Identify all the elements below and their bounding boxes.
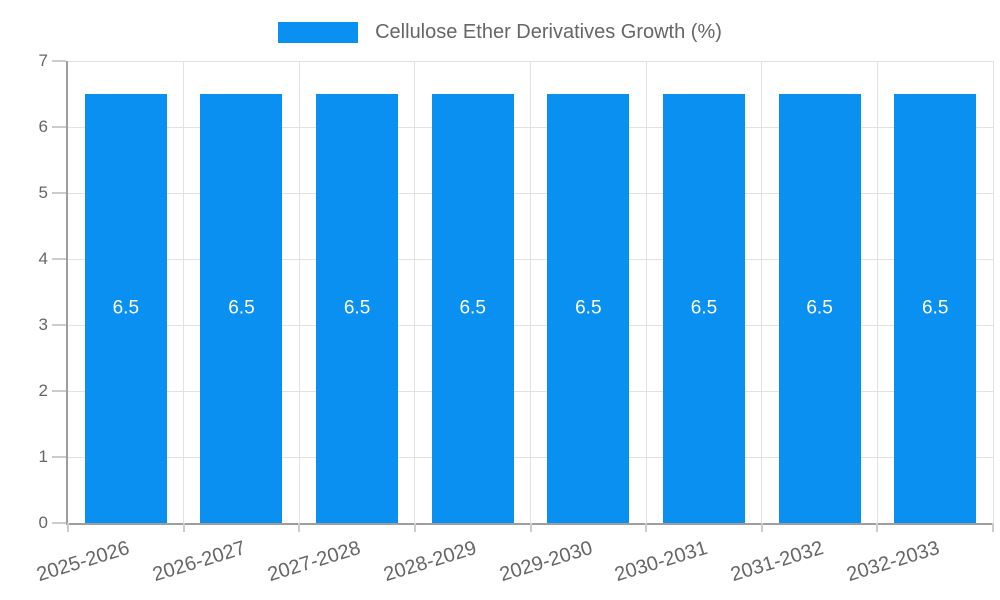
y-tick-label: 0 [38, 513, 48, 532]
y-tick-mark [52, 60, 66, 62]
x-tick-label: 2026-2027 [149, 537, 248, 587]
y-tick-label: 3 [38, 315, 48, 334]
legend[interactable]: Cellulose Ether Derivatives Growth (%) [0, 21, 1000, 43]
x-gridline [876, 61, 878, 523]
x-tick-mark [182, 523, 185, 532]
legend-label: Cellulose Ether Derivatives Growth (%) [375, 21, 722, 43]
legend-swatch[interactable] [278, 21, 359, 43]
bar-value-label: 6.5 [806, 297, 833, 319]
y-tick-label: 2 [38, 381, 48, 400]
bar-value-label: 6.5 [459, 297, 486, 319]
bar[interactable]: 6.5 [662, 94, 745, 523]
x-tick-mark [413, 523, 416, 532]
y-tick-mark [52, 390, 66, 392]
x-tick-label: 2030-2031 [612, 537, 711, 587]
y-tick-mark [52, 522, 66, 524]
y-tick-label: 7 [38, 51, 48, 70]
x-tick-mark [876, 523, 879, 532]
bar[interactable]: 6.5 [778, 94, 861, 523]
x-tick-mark [67, 523, 69, 532]
bar-value-label: 6.5 [575, 297, 602, 319]
y-tick-mark [52, 324, 66, 326]
bar[interactable]: 6.5 [894, 94, 977, 523]
y-tick-mark [52, 126, 66, 128]
x-tick-label: 2025-2026 [34, 537, 133, 587]
x-tick-label: 2031-2032 [728, 537, 826, 587]
bar[interactable]: 6.5 [316, 94, 399, 523]
y-tick-label: 6 [38, 117, 48, 136]
x-gridline [298, 61, 300, 523]
y-tick-label: 1 [38, 447, 48, 466]
x-tick-mark [992, 523, 994, 532]
y-tick-label: 5 [38, 183, 48, 202]
y-tick-mark [52, 258, 66, 260]
bar[interactable]: 6.5 [200, 94, 283, 523]
x-gridline [414, 61, 416, 523]
bar-value-label: 6.5 [112, 297, 140, 319]
x-gridline [645, 61, 647, 523]
x-gridline [761, 61, 763, 523]
x-gridline [530, 61, 531, 523]
bar[interactable]: 6.5 [547, 94, 630, 523]
y-tick-mark [52, 192, 66, 194]
bar-value-label: 6.5 [228, 297, 255, 319]
x-tick-mark [529, 523, 532, 532]
bar[interactable]: 6.5 [84, 94, 167, 523]
x-tick-label: 2029-2030 [496, 537, 595, 587]
x-gridline [992, 61, 994, 523]
bar[interactable]: 6.5 [431, 94, 514, 523]
bar-value-label: 6.5 [921, 297, 949, 319]
y-axis-line [66, 61, 68, 523]
bar-value-label: 6.5 [690, 297, 718, 319]
y-tick-mark [52, 456, 66, 458]
plot-area: 6.5 6.5 6.5 6.5 6.5 6.5 6.5 6.5 [68, 60, 994, 523]
x-gridline [183, 61, 185, 523]
x-tick-label: 2027-2028 [265, 537, 364, 587]
bar-value-label: 6.5 [343, 297, 371, 319]
x-tick-label: 2028-2029 [381, 537, 480, 587]
x-tick-mark [298, 523, 301, 532]
x-tick-mark [645, 523, 648, 532]
x-tick-label: 2032-2033 [843, 537, 942, 587]
y-tick-label: 4 [38, 249, 48, 268]
x-tick-mark [760, 523, 763, 532]
